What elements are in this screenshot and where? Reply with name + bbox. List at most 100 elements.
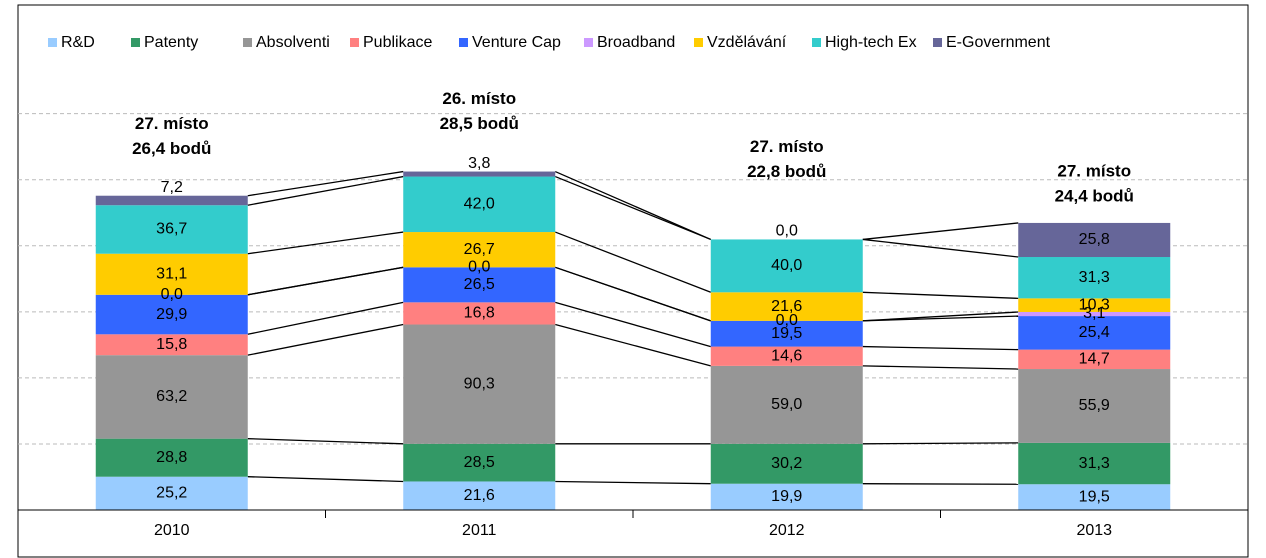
value-label: 0,0: [468, 259, 490, 276]
bar-segment: [403, 324, 556, 444]
legend-label: R&D: [61, 34, 95, 51]
legend-swatch: [933, 38, 942, 47]
legend-label: Broadband: [597, 34, 675, 51]
value-label: 26,5: [464, 276, 495, 293]
annotation ann: 28,5 bodů: [440, 114, 519, 133]
annotation ann: 27. místo: [135, 114, 209, 133]
bar-segment: [710, 443, 863, 484]
value-label: 21,6: [771, 298, 802, 315]
value-label: 29,9: [156, 306, 187, 323]
connector: [247, 301, 404, 335]
bar-segment: [1018, 298, 1171, 312]
value-label: 55,9: [1079, 397, 1110, 414]
value-label: 19,5: [1079, 488, 1110, 505]
value-label: 63,2: [156, 388, 187, 405]
value-label: 36,7: [156, 221, 187, 238]
legend-swatch: [812, 38, 821, 47]
connector: [247, 438, 404, 445]
value-label: 3,1: [1083, 305, 1105, 322]
bar-segment: [1018, 222, 1171, 258]
connector: [862, 222, 1019, 241]
bar-segment: [95, 294, 248, 335]
legend-label: High-tech Ex: [825, 34, 917, 51]
legend-label: E-Government: [946, 34, 1051, 51]
bar-segment: [95, 253, 248, 295]
bar-segment: [95, 334, 248, 356]
bar-segment: [710, 483, 863, 510]
connector: [555, 231, 711, 293]
value-label: 30,2: [771, 455, 802, 472]
bar-segment: [95, 355, 248, 439]
connector: [862, 442, 1019, 445]
bar-segment: [403, 176, 556, 233]
connector: [247, 170, 404, 197]
value-label: 15,8: [156, 336, 187, 353]
legend-label: Absolventi: [256, 34, 330, 51]
bar-segment: [1018, 311, 1171, 317]
bar-segment: [1018, 316, 1171, 350]
value-label: 14,6: [771, 347, 802, 364]
connector: [862, 311, 1019, 322]
connector: [555, 175, 711, 241]
value-label: 31,1: [156, 265, 187, 282]
x-tick-label: 2011: [462, 522, 497, 539]
bar-segment: [95, 438, 248, 477]
legend-swatch: [350, 38, 359, 47]
value-label: 10,3: [1079, 296, 1110, 313]
value-label: 19,9: [771, 488, 802, 505]
bar-segment: [710, 346, 863, 366]
connector: [247, 476, 404, 483]
x-tick-label: 2010: [154, 522, 190, 539]
legend-label: Publikace: [363, 34, 432, 51]
value-label: 16,8: [464, 305, 495, 322]
value-label: 0,0: [776, 312, 798, 329]
connector: [862, 291, 1019, 300]
value-label: 25,2: [156, 485, 187, 502]
connector: [862, 483, 1019, 485]
bar-segment: [403, 302, 556, 325]
legend-label: Vzdělávání: [707, 34, 787, 51]
bar-segment: [403, 171, 556, 177]
value-label: 7,2: [161, 179, 183, 196]
connector: [555, 480, 711, 485]
connector: [555, 301, 711, 348]
bar-segment: [1018, 369, 1171, 443]
connector: [862, 365, 1019, 370]
value-label: 28,8: [156, 449, 187, 466]
annotation ann: 24,4 bodů: [1055, 186, 1134, 205]
annotation ann: 27. místo: [750, 137, 824, 156]
bar-segment: [710, 292, 863, 321]
connector: [554, 170, 712, 241]
value-label: 19,5: [771, 325, 802, 342]
bar-segment: [710, 365, 863, 444]
connector: [862, 238, 1019, 258]
connector: [555, 266, 711, 322]
x-tick-label: 2012: [769, 522, 805, 539]
chart-frame: [17, 4, 1249, 558]
annotation ann: 22,8 bodů: [747, 162, 826, 181]
connector: [862, 345, 1019, 351]
value-label: 0,0: [776, 223, 798, 240]
legend-swatch: [694, 38, 703, 47]
annotation ann: 27. místo: [1057, 161, 1131, 180]
bar-segment: [403, 481, 556, 510]
legend-swatch: [48, 38, 57, 47]
value-label: 0,0: [161, 286, 183, 303]
value-label: 3,8: [468, 155, 490, 172]
value-label: 25,8: [1079, 231, 1110, 248]
x-tick-label: 2013: [1076, 522, 1112, 539]
bar-segment: [403, 267, 556, 303]
bar-segment: [95, 195, 248, 206]
value-label: 25,4: [1079, 324, 1110, 341]
connector: [247, 231, 404, 255]
value-label: 14,7: [1079, 351, 1110, 368]
bar-segment: [403, 443, 556, 482]
value-label: 31,3: [1079, 455, 1110, 472]
value-label: 31,3: [1079, 269, 1110, 286]
legend-swatch: [243, 38, 252, 47]
annotation ann: 26,4 bodů: [132, 139, 211, 158]
bar-segment: [95, 205, 248, 254]
connector: [247, 266, 404, 296]
legend-label: Venture Cap: [472, 34, 561, 51]
